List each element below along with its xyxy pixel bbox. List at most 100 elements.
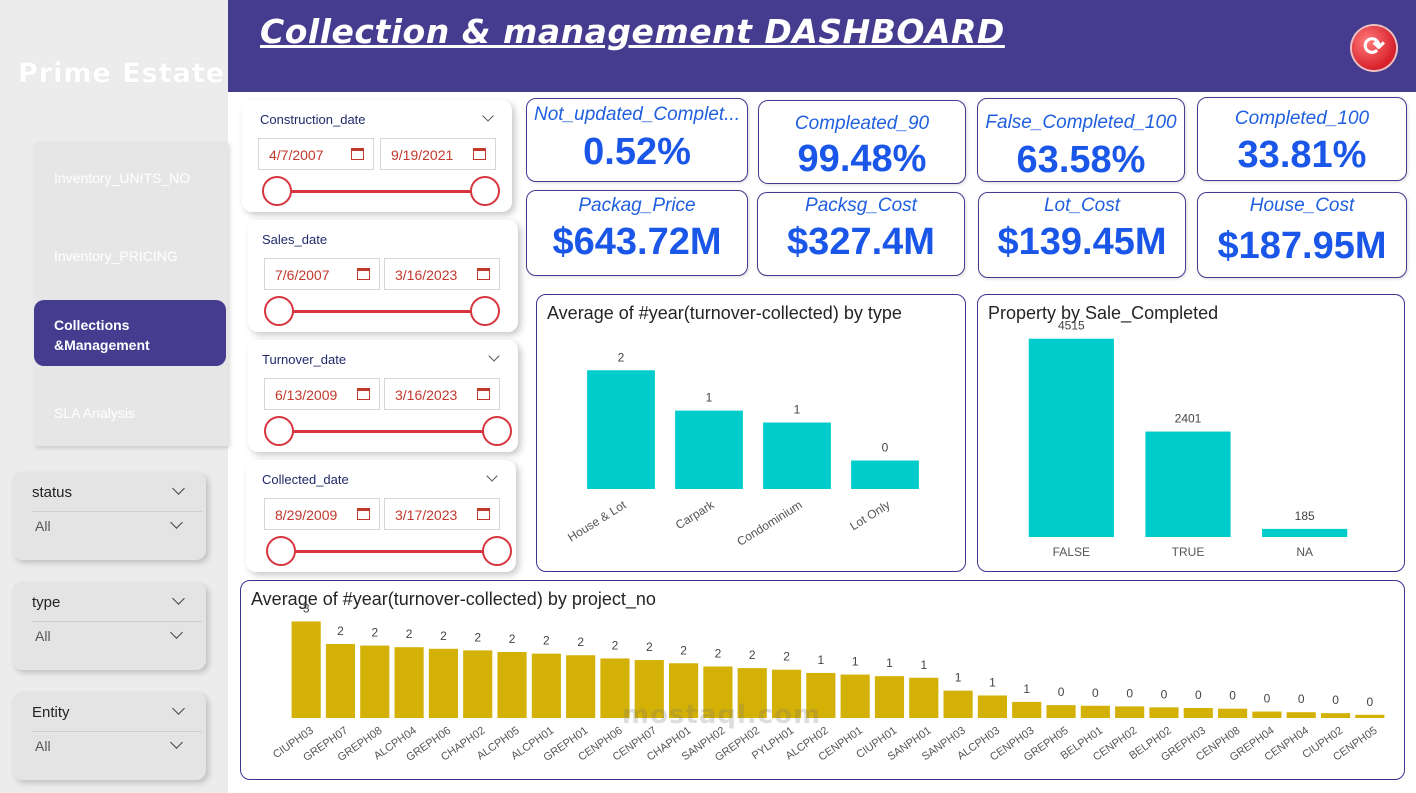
type-slicer[interactable]: type All <box>12 582 206 670</box>
chevron-down-icon[interactable] <box>170 516 183 529</box>
range-end-handle[interactable] <box>470 176 500 206</box>
calendar-icon[interactable] <box>473 148 486 160</box>
bar <box>977 695 1007 718</box>
data-label: 1 <box>1023 682 1030 696</box>
chart-by-project-no: Average of #year(turnover-collected) by … <box>240 580 1405 780</box>
start-date-input[interactable]: 4/7/2007 <box>258 138 374 170</box>
chevron-down-icon[interactable] <box>170 736 183 749</box>
end-date-value: 3/16/2023 <box>395 387 458 403</box>
range-start-handle[interactable] <box>264 416 294 446</box>
chart-title: Property by Sale_Completed <box>988 303 1219 323</box>
bar <box>1252 711 1282 718</box>
collected-date-slicer[interactable]: Collected_date 8/29/2009 3/17/2023 <box>246 460 516 572</box>
bar <box>1012 701 1042 718</box>
chart-by-type-svg: 2 House & Lot 1 Carpark 1 Condominium 0 Lot Onl… <box>565 350 919 549</box>
data-label: 1 <box>852 655 859 669</box>
end-date-input[interactable]: 3/16/2023 <box>384 378 500 410</box>
kpi-value: 33.81% <box>1237 134 1367 176</box>
start-date-input[interactable]: 7/6/2007 <box>264 258 380 290</box>
bar <box>771 669 802 718</box>
chevron-down-icon[interactable] <box>482 110 494 122</box>
calendar-icon[interactable] <box>357 388 370 400</box>
kpi-label: Lot_Cost <box>1043 195 1121 216</box>
sales-date-slicer[interactable]: Sales_date 7/6/2007 3/16/2023 <box>248 220 518 332</box>
data-label: 2 <box>612 638 619 652</box>
calendar-icon[interactable] <box>357 268 370 280</box>
slicer-value[interactable]: All <box>35 518 51 534</box>
bar <box>703 666 733 718</box>
range-track[interactable] <box>276 190 486 193</box>
chevron-down-icon[interactable] <box>172 482 185 495</box>
kpi-not-updated-completed: Not_updated_Complet... 0.52% <box>526 98 748 182</box>
nav-item-sla-analysis[interactable]: SLA Analysis <box>54 405 135 421</box>
bar <box>763 422 831 489</box>
end-date-input[interactable]: 9/19/2021 <box>380 138 496 170</box>
bar <box>1028 338 1114 537</box>
data-label: 1 <box>794 403 801 417</box>
calendar-icon[interactable] <box>357 508 370 520</box>
calendar-icon[interactable] <box>477 508 490 520</box>
data-label: 0 <box>1298 692 1305 706</box>
nav-item-inventory-pricing[interactable]: Inventory_PRICING <box>54 248 178 264</box>
range-start-handle[interactable] <box>262 176 292 206</box>
kpi-packag-price: Packag_Price $643.72M <box>526 190 748 276</box>
header-banner: Collection & management DASHBOARD ⟳ <box>228 0 1416 92</box>
tick-label: Lot Only <box>847 498 892 534</box>
calendar-icon[interactable] <box>351 148 364 160</box>
range-end-handle[interactable] <box>482 416 512 446</box>
end-date-value: 3/17/2023 <box>395 507 458 523</box>
calendar-icon[interactable] <box>477 388 490 400</box>
data-label: 0 <box>1332 693 1339 707</box>
data-label: 0 <box>1126 686 1133 700</box>
range-end-handle[interactable] <box>470 296 500 326</box>
calendar-icon[interactable] <box>477 268 490 280</box>
data-label: 2 <box>509 632 516 646</box>
chevron-down-icon[interactable] <box>172 702 185 715</box>
data-label: 2 <box>543 634 550 648</box>
bar <box>1115 706 1145 718</box>
slicer-value[interactable]: All <box>35 738 51 754</box>
data-label: 2 <box>618 350 625 364</box>
divider <box>32 621 202 622</box>
tick-label: Condominium <box>734 498 804 549</box>
construction-date-slicer[interactable]: Construction_date 4/7/2007 9/19/2021 <box>242 100 512 212</box>
kpi-label: Completed_100 <box>1234 108 1370 129</box>
bar <box>1046 705 1076 718</box>
data-label: 1 <box>886 656 893 670</box>
slicer-value[interactable]: All <box>35 628 51 644</box>
nav-item-label: Collections &Management <box>54 317 150 353</box>
start-date-value: 4/7/2007 <box>269 147 324 163</box>
status-slicer[interactable]: status All <box>12 472 206 560</box>
turnover-date-slicer[interactable]: Turnover_date 6/13/2009 3/16/2023 <box>248 340 518 452</box>
range-end-handle[interactable] <box>482 536 512 566</box>
nav-item-inventory-units[interactable]: Inventory_UNITS_NO <box>54 170 191 186</box>
slicer-title: Entity <box>32 704 70 721</box>
range-track[interactable] <box>282 310 492 313</box>
nav-item-collections-management[interactable]: Collections &Management <box>34 300 226 366</box>
start-date-value: 6/13/2009 <box>275 387 338 403</box>
range-track[interactable] <box>282 430 492 433</box>
kpi-value: $327.4M <box>787 221 935 263</box>
data-label: 2 <box>440 629 447 643</box>
divider <box>32 511 202 512</box>
bar <box>1080 705 1110 718</box>
range-track[interactable] <box>280 550 490 553</box>
slicer-title: Sales_date <box>262 232 328 247</box>
bar <box>1183 708 1213 718</box>
chevron-down-icon[interactable] <box>170 626 183 639</box>
range-start-handle[interactable] <box>264 296 294 326</box>
entity-slicer[interactable]: Entity All <box>12 692 206 780</box>
chevron-down-icon[interactable] <box>486 470 498 482</box>
chevron-down-icon[interactable] <box>488 350 500 362</box>
start-date-input[interactable]: 6/13/2009 <box>264 378 380 410</box>
start-date-input[interactable]: 8/29/2009 <box>264 498 380 530</box>
bar <box>291 621 321 718</box>
end-date-input[interactable]: 3/17/2023 <box>384 498 500 530</box>
end-date-input[interactable]: 3/16/2023 <box>384 258 500 290</box>
refresh-button[interactable]: ⟳ <box>1352 26 1396 70</box>
kpi-value: 99.48% <box>797 138 927 180</box>
chevron-down-icon[interactable] <box>172 592 185 605</box>
tick-label: NA <box>1296 545 1313 559</box>
range-start-handle[interactable] <box>266 536 296 566</box>
slicer-title: status <box>32 484 73 501</box>
